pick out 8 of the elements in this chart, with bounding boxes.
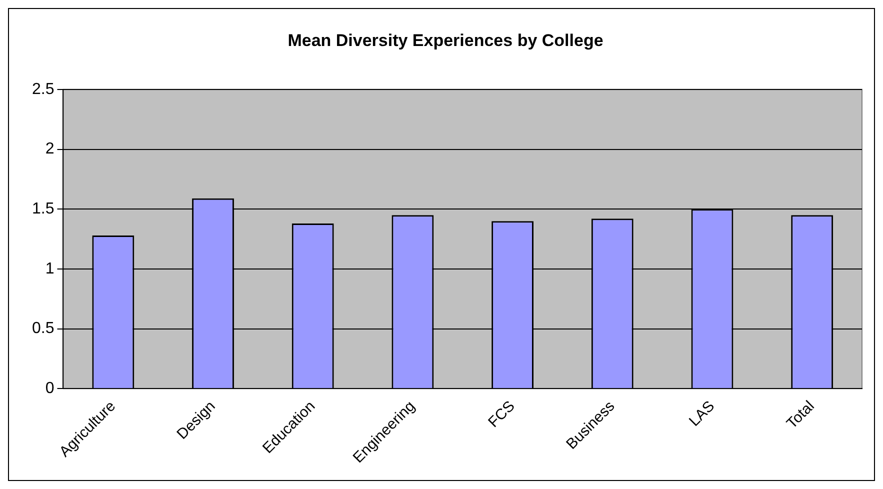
y-tick-label: 1 [45,260,54,278]
y-tick-label: 2.5 [32,80,54,98]
y-tick-label: 2 [45,140,54,158]
chart-title: Mean Diversity Experiences by College [288,30,604,50]
x-tick-label: LAS [686,398,718,430]
y-tick-label: 0 [45,380,54,398]
y-tick-label: 0.5 [32,320,54,338]
y-tick-label: 1.5 [32,200,54,218]
